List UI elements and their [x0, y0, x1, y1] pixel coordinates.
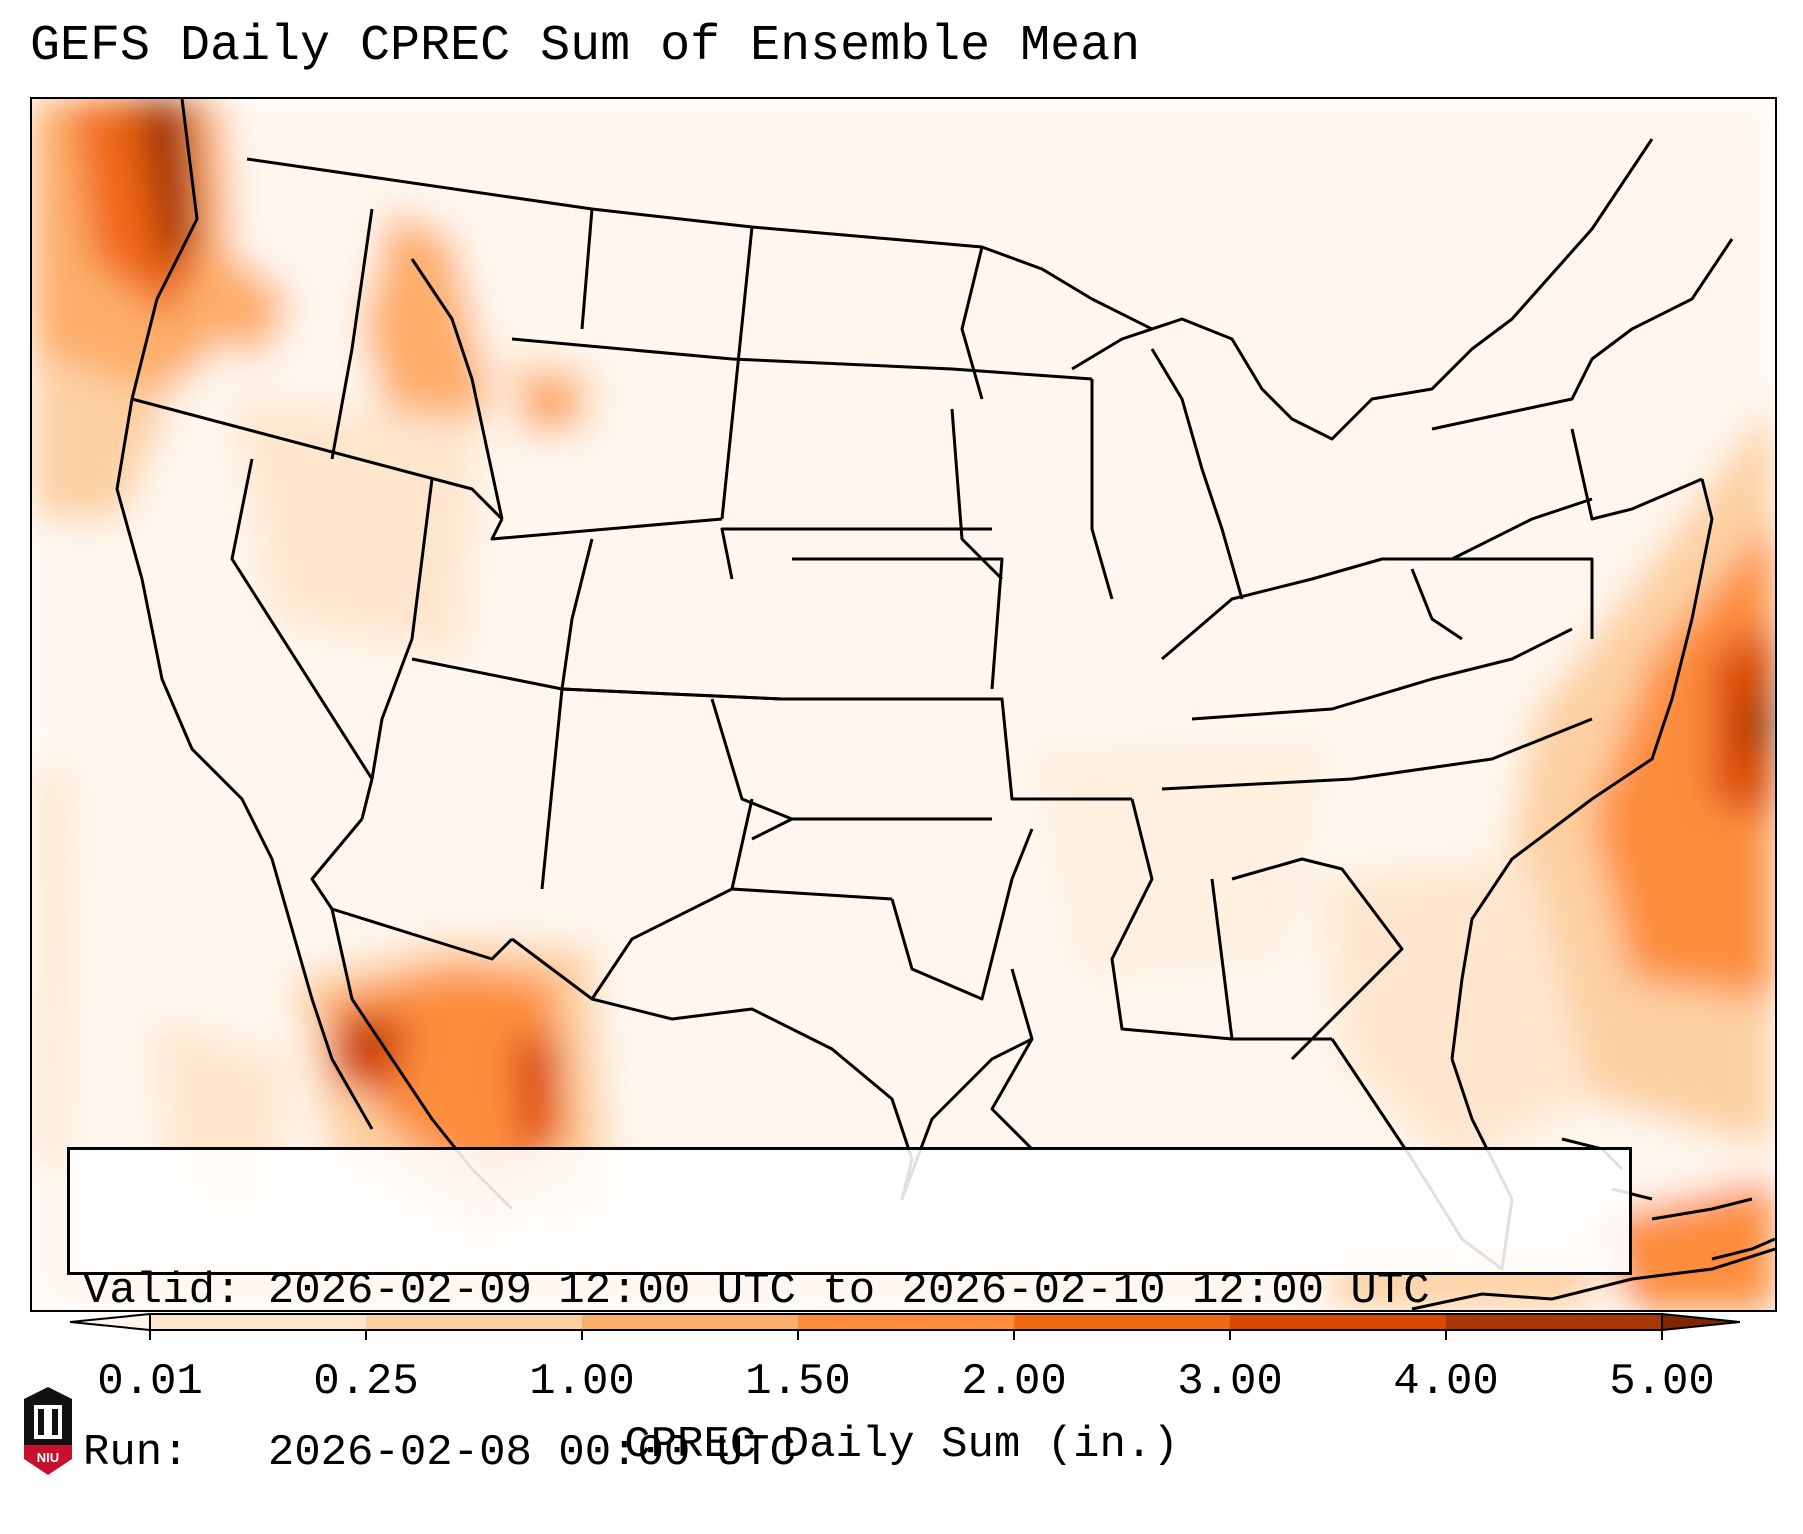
run-label: Run: — [83, 1428, 189, 1478]
colorbar-tick-label: 0.01 — [97, 1357, 203, 1407]
colorbar-tick-label: 5.00 — [1609, 1357, 1715, 1407]
colorbar-tick-label: 3.00 — [1177, 1357, 1283, 1407]
colorbar-max-extend — [1661, 1312, 1740, 1332]
colorbar-segment — [1014, 1314, 1230, 1330]
colorbar-segment — [582, 1314, 798, 1330]
valid-label: Valid: — [83, 1266, 242, 1316]
colorbar-tick-label: 2.00 — [961, 1357, 1067, 1407]
valid-row: Valid: 2026-02-09 12:00 UTC to 2026-02-1… — [83, 1264, 1616, 1318]
precip-field — [32, 99, 1775, 1310]
valid-value: 2026-02-09 12:00 UTC to 2026-02-10 12:00… — [267, 1266, 1430, 1316]
colorbar-segment — [1230, 1314, 1446, 1330]
colorbar — [70, 1312, 1740, 1340]
precipitation-map — [30, 97, 1777, 1312]
state-boundaries — [115, 99, 1734, 1271]
colorbar-segment — [798, 1314, 1014, 1330]
colorbar-outline — [149, 1313, 1663, 1331]
colorbar-tick-label: 1.50 — [745, 1357, 851, 1407]
run-value: 2026-02-08 00:00 UTC — [267, 1428, 796, 1478]
chart-title: GEFS Daily CPREC Sum of Ensemble Mean — [30, 18, 1141, 75]
colorbar-tick-label: 1.00 — [529, 1357, 635, 1407]
colorbar-min-extend — [70, 1312, 151, 1332]
colorbar-label: CPREC Daily Sum (in.) — [624, 1420, 1179, 1470]
niu-logo-text: NIU — [37, 1450, 59, 1465]
colorbar-segment — [1446, 1314, 1662, 1330]
niu-logo: NIU — [24, 1387, 72, 1475]
colorbar-tick-label: 4.00 — [1393, 1357, 1499, 1407]
valid-run-info: Valid: 2026-02-09 12:00 UTC to 2026-02-1… — [67, 1147, 1632, 1478]
colorbar-segment — [366, 1314, 582, 1330]
colorbar-segment — [150, 1314, 366, 1330]
colorbar-tick-label: 0.25 — [313, 1357, 419, 1407]
run-row: Run: 2026-02-08 00:00 UTC — [83, 1426, 1616, 1480]
